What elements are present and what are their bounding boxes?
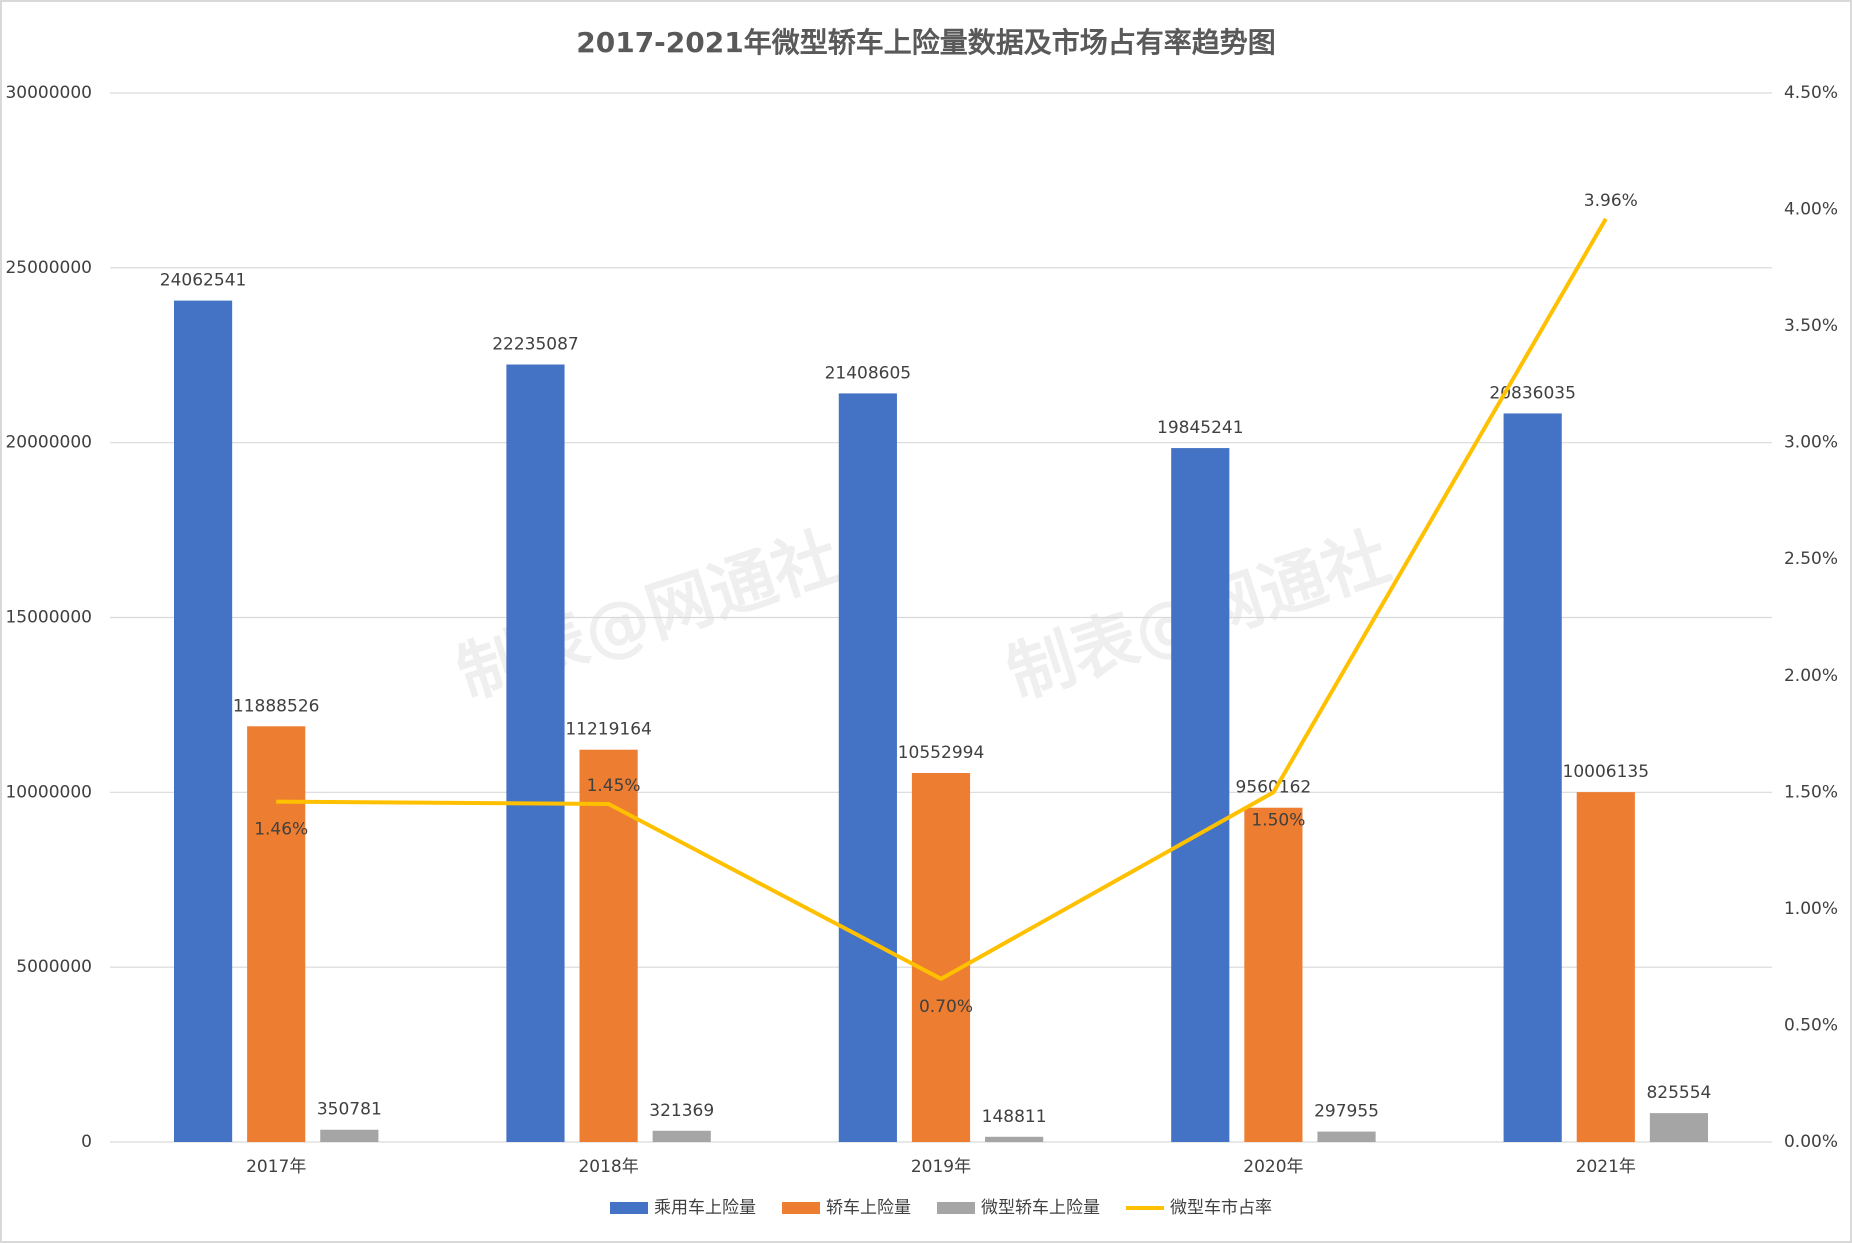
- bar: [1503, 413, 1562, 1142]
- x-tick-label: 2017年: [246, 1157, 306, 1177]
- y-tick-label: 30000000: [5, 83, 92, 103]
- bar: [1649, 1113, 1709, 1142]
- data-label: 21408605: [825, 363, 912, 383]
- y2-tick-label: 3.50%: [1784, 316, 1838, 336]
- legend-swatch: [937, 1202, 975, 1214]
- data-label: 11219164: [565, 720, 652, 740]
- bar: [506, 364, 565, 1142]
- data-label: 9560162: [1236, 778, 1312, 798]
- bar: [985, 1136, 1044, 1142]
- y2-tick-label: 4.00%: [1784, 200, 1838, 220]
- chart-title: 2017-2021年微型轿车上险量数据及市场占有率趋势图: [576, 26, 1275, 59]
- y-tick-label: 15000000: [5, 608, 92, 628]
- y-tick-label: 20000000: [5, 433, 92, 453]
- y-tick-label: 5000000: [16, 957, 92, 977]
- y2-tick-label: 1.50%: [1784, 782, 1838, 802]
- data-label: 1.50%: [1251, 810, 1305, 830]
- bar: [320, 1129, 379, 1142]
- data-label: 10552994: [898, 743, 985, 763]
- y-tick-label: 0: [81, 1132, 92, 1152]
- line: [276, 217, 1608, 981]
- legend-label: 微型轿车上险量: [981, 1198, 1100, 1218]
- data-label: 10006135: [1563, 762, 1650, 782]
- y-tick-label: 10000000: [5, 782, 92, 802]
- legend-label: 乘用车上险量: [654, 1198, 756, 1218]
- bar: [1576, 792, 1635, 1142]
- data-label: 148811: [982, 1107, 1047, 1127]
- y2-tick-label: 3.00%: [1784, 433, 1838, 453]
- y2-tick-label: 0.00%: [1784, 1132, 1838, 1152]
- y2-tick-label: 0.50%: [1784, 1015, 1838, 1035]
- x-tick-label: 2020年: [1243, 1157, 1303, 1177]
- data-label: 20836035: [1489, 383, 1576, 403]
- data-label: 350781: [317, 1100, 382, 1120]
- bar: [1317, 1131, 1376, 1142]
- data-label: 0.70%: [919, 997, 973, 1017]
- bar: [579, 749, 638, 1142]
- data-label: 1.45%: [587, 776, 641, 796]
- bar: [1244, 807, 1303, 1142]
- x-tick-label: 2021年: [1576, 1157, 1636, 1177]
- bar: [247, 726, 306, 1142]
- y2-tick-label: 1.00%: [1784, 899, 1838, 919]
- bar: [652, 1130, 711, 1142]
- y2-tick-label: 4.50%: [1784, 83, 1838, 103]
- data-label: 321369: [649, 1101, 714, 1121]
- data-label: 825554: [1646, 1083, 1711, 1103]
- data-label: 1.46%: [254, 820, 308, 840]
- x-tick-label: 2019年: [911, 1157, 971, 1177]
- legend-swatch: [610, 1202, 648, 1214]
- bar: [173, 300, 233, 1142]
- data-label: 24062541: [160, 271, 247, 291]
- data-label: 22235087: [492, 335, 579, 355]
- bar: [1171, 448, 1230, 1142]
- data-label: 3.96%: [1584, 191, 1638, 211]
- legend-label: 轿车上险量: [826, 1198, 911, 1218]
- y2-tick-label: 2.00%: [1784, 666, 1838, 686]
- data-label: 19845241: [1157, 418, 1244, 438]
- data-label: 11888526: [233, 696, 320, 716]
- data-label: 297955: [1314, 1102, 1379, 1122]
- bar: [911, 772, 971, 1142]
- y2-tick-label: 2.50%: [1784, 549, 1838, 569]
- legend-swatch: [782, 1202, 820, 1214]
- y-tick-label: 25000000: [5, 258, 92, 278]
- bar: [838, 393, 897, 1142]
- x-tick-label: 2018年: [578, 1157, 638, 1177]
- legend-label: 微型车市占率: [1170, 1198, 1272, 1218]
